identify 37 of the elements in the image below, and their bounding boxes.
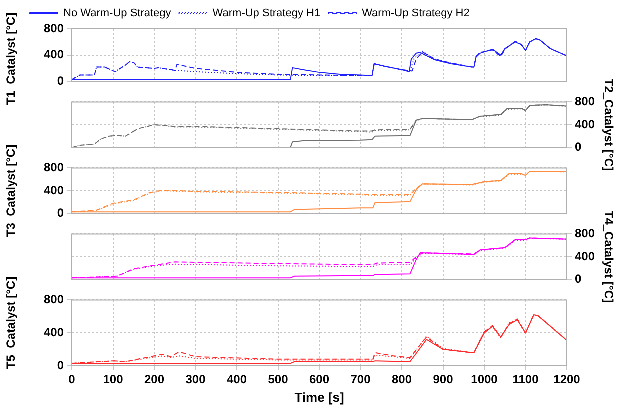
y-tick-label: 400 <box>575 117 596 132</box>
y-tick-label: 800 <box>44 292 64 307</box>
y-axis-title: T1_Catalyst [°C] <box>4 12 18 106</box>
y-axis-title: T5_Catalyst [°C] <box>4 276 18 370</box>
x-tick-label: 1200 <box>554 372 581 387</box>
y-tick-label: 0 <box>57 358 64 372</box>
y-tick-label: 800 <box>44 21 64 36</box>
x-tick-label: 0 <box>68 372 76 387</box>
x-tick-label: 200 <box>144 372 165 387</box>
y-tick-label: 400 <box>44 48 64 62</box>
x-tick-label: 900 <box>433 372 454 387</box>
y-tick-label: 800 <box>575 94 596 109</box>
x-tick-label: 100 <box>103 372 124 387</box>
x-axis-title: Time [s] <box>294 390 344 405</box>
x-tick-label: 500 <box>268 372 289 387</box>
y-tick-label: 400 <box>44 183 64 198</box>
y-tick-label: 400 <box>575 249 596 264</box>
y-tick-label: 0 <box>57 74 64 88</box>
y-tick-label: 0 <box>57 206 64 220</box>
y-tick-label: 0 <box>575 140 582 154</box>
x-tick-label: 600 <box>309 372 330 387</box>
x-tick-label: 800 <box>392 372 412 387</box>
legend-label: No Warm-Up Strategy <box>64 8 172 20</box>
legend-label: Warm-Up Strategy H2 <box>362 8 470 20</box>
x-tick-label: 700 <box>350 372 372 387</box>
x-tick-label: 1000 <box>471 372 498 387</box>
x-tick-label: 400 <box>226 372 248 387</box>
y-tick-label: 800 <box>575 226 596 241</box>
y-tick-label: 0 <box>575 272 582 286</box>
y-tick-label: 800 <box>44 160 64 175</box>
y-tick-label: 400 <box>44 325 64 340</box>
x-tick-label: 300 <box>186 372 206 387</box>
y-axis-title: T4_Catalyst [°C] <box>602 210 616 304</box>
legend-label: Warm-Up Strategy H1 <box>212 8 321 20</box>
y-axis-title: T2_Catalyst [°C] <box>602 78 616 172</box>
x-tick-label: 1100 <box>512 372 540 387</box>
y-axis-title: T3_Catalyst [°C] <box>4 144 18 238</box>
